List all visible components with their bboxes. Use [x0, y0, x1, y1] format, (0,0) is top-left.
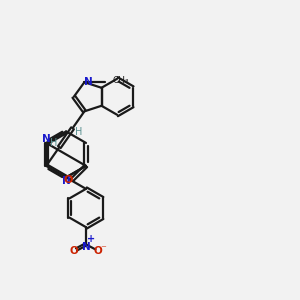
- Text: CH₃: CH₃: [112, 76, 129, 85]
- Text: N: N: [82, 242, 90, 252]
- Text: N: N: [42, 134, 51, 144]
- Text: N: N: [62, 176, 70, 186]
- Text: H: H: [75, 128, 82, 137]
- Text: H: H: [50, 138, 57, 148]
- Text: O: O: [70, 246, 79, 256]
- Text: ⁻: ⁻: [101, 244, 106, 254]
- Text: O: O: [93, 246, 102, 256]
- Text: O: O: [64, 175, 73, 185]
- Text: N: N: [84, 77, 93, 87]
- Text: +: +: [87, 234, 95, 244]
